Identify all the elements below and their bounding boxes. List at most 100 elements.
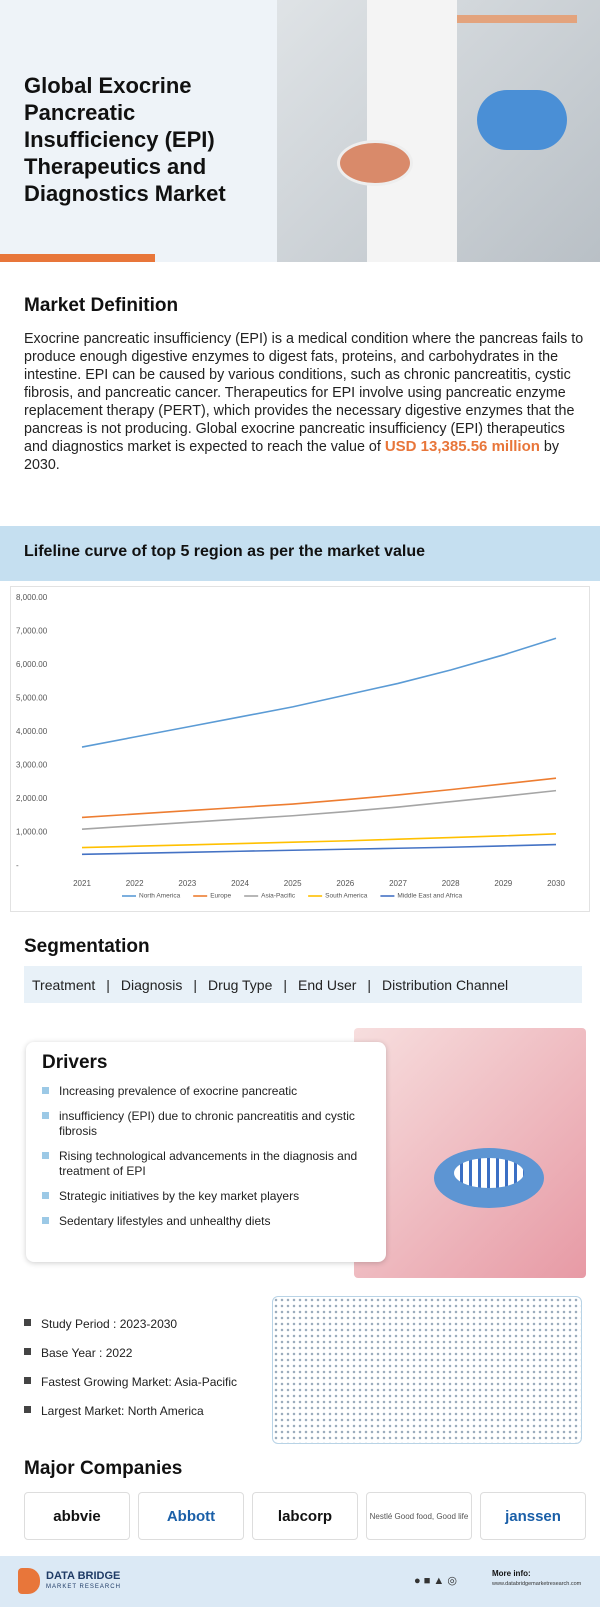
text: Exocrine pancreatic insufficiency (EPI) … [24,331,584,455]
fact-text: Largest Market: North America [41,1404,204,1418]
y-tick-label: 7,000.00 [16,627,48,636]
series-line [81,637,557,748]
x-tick-label: 2027 [389,879,407,888]
driver-text: Rising technological advancements in the… [59,1149,358,1178]
fact-text: Fastest Growing Market: Asia-Pacific [41,1375,238,1389]
driver-list: Increasing prevalence of exocrine pancre… [42,1084,372,1229]
accent-bar [0,254,155,262]
url: www.databridgemarketresearch.com [492,1581,582,1587]
definition-text: Exocrine pancreatic insufficiency (EPI) … [24,330,584,474]
chart: - 1,000.00 2,000.00 3,000.00 4,000.00 5,000.0… [10,586,590,912]
tagline: MARKET RESEARCH [46,1584,121,1590]
pills [454,1158,524,1188]
bullet [24,1377,31,1384]
glove [477,90,567,150]
segment: Drug Type [208,976,273,993]
legend-label: South America [325,893,368,900]
driver-item: Increasing prevalence of exocrine pancre… [42,1084,372,1099]
text: by 2030. [24,439,559,473]
drivers-card: Drivers Increasing prevalence of exocrin… [26,1042,386,1262]
segment: Distribution Channel [382,976,509,993]
y-tick-label: 5,000.00 [16,694,48,703]
petri-dish [337,140,413,186]
bullet [42,1192,49,1199]
social-icons: ● ■ ▲ ◎ [414,1575,457,1587]
bullet [42,1217,49,1224]
y-tick-label: 1,000.00 [16,828,48,837]
chart-frame [10,586,590,912]
series-line [81,833,557,849]
legend-label: Asia-Pacific [261,893,296,900]
x-tick-label: 2023 [178,879,196,888]
driver-item: Strategic initiatives by the key market … [42,1189,372,1204]
legend-label: Europe [210,893,231,900]
x-tick-label: 2024 [231,879,249,888]
header-bg [0,0,277,262]
separator: | [193,976,198,993]
title: Global Exocrine Pancreatic Insufficiency… [24,73,226,206]
segment-bar: Treatment | Diagnosis | Drug Type | End User | D… [24,966,582,1003]
x-tick-label: 2030 [547,879,565,888]
separator: | [367,976,372,993]
separator: | [106,976,110,993]
y-tick-label: - [16,861,19,870]
separator: | [283,976,288,993]
company-logo: janssen [480,1492,586,1540]
y-tick-label: 3,000.00 [16,761,48,770]
drivers-image [354,1028,586,1278]
company-logo: Nestlé Good food, Good life [366,1492,472,1540]
bullet [42,1112,49,1119]
brand-logo [18,1568,40,1594]
x-tick-label: 2029 [494,879,512,888]
driver-text: insufficiency (EPI) due to chronic pancr… [59,1109,355,1138]
bullet [42,1152,49,1159]
segment: Treatment [32,976,96,993]
section-heading: Drivers [42,1052,108,1073]
highlight: USD 13,385.56 million [384,438,540,455]
fact-text: Base Year : 2022 [41,1346,133,1360]
world-map [272,1296,582,1444]
fact-item: Largest Market: North America [24,1397,237,1426]
bullet [42,1087,49,1094]
bullet [24,1348,31,1355]
x-tick-label: 2021 [73,879,91,888]
fact-item: Fastest Growing Market: Asia-Pacific [24,1368,237,1397]
x-tick-label: 2025 [284,879,302,888]
more-info: More info: [492,1569,531,1578]
driver-text: Strategic initiatives by the key market … [59,1189,300,1203]
segment: Diagnosis [120,976,183,993]
driver-text: Sedentary lifestyles and unhealthy diets [59,1214,271,1228]
chart-band [0,526,600,581]
y-tick-label: 6,000.00 [16,660,48,669]
bullet [24,1319,31,1326]
legend-label: Middle East and Africa [397,893,462,900]
y-tick-label: 4,000.00 [16,727,48,736]
x-tick-label: 2026 [336,879,354,888]
section-heading: Major Companies [24,1458,183,1479]
fact-text: Study Period : 2023-2030 [41,1317,178,1331]
driver-item: insufficiency (EPI) due to chronic pancr… [42,1109,372,1139]
accent [457,15,577,23]
brand: DATA BRIDGE [46,1570,121,1582]
legend-label: North America [139,893,181,900]
chart-heading: Lifeline curve of top 5 region as per th… [24,543,426,560]
x-tick-label: 2028 [442,879,460,888]
y-tick-label: 8,000.00 [16,593,48,602]
series-line [81,777,557,819]
company-logo: labcorp [252,1492,358,1540]
driver-item: Rising technological advancements in the… [42,1149,372,1179]
series-line [81,789,557,830]
segment: End User [298,976,357,993]
fact-list: Study Period : 2023-2030 Base Year : 2022… [24,1310,237,1426]
company-logo: Abbott [138,1492,244,1540]
footer: DATA BRIDGE MARKET RESEARCH ● ■ ▲ ◎ More… [0,1556,600,1607]
driver-item: Sedentary lifestyles and unhealthy diets [42,1214,372,1229]
driver-text: Increasing prevalence of exocrine pancre… [59,1084,298,1098]
section-heading: Market Definition [24,295,179,316]
x-tick-label: 2022 [126,879,144,888]
company-logo: abbvie [24,1492,130,1540]
section-heading: Segmentation [24,936,150,957]
series-line [81,843,557,856]
bullet [24,1406,31,1413]
